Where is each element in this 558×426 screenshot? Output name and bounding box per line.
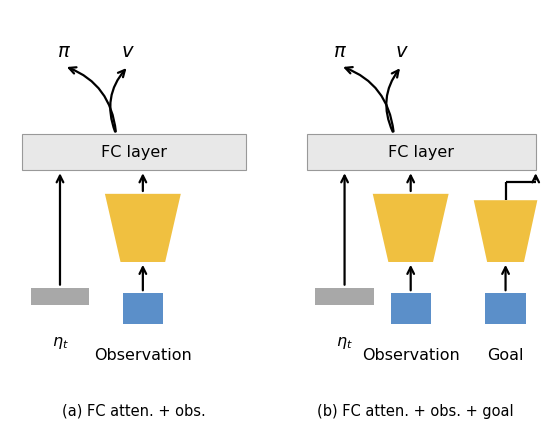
Text: Goal: Goal <box>487 348 524 363</box>
Bar <box>315 288 374 305</box>
Text: (a) FC atten. + obs.: (a) FC atten. + obs. <box>62 403 206 419</box>
Bar <box>391 293 431 324</box>
Text: Observation: Observation <box>94 348 192 363</box>
Text: $\eta_t$: $\eta_t$ <box>52 335 69 351</box>
Text: $v$: $v$ <box>395 42 408 60</box>
Text: $\pi$: $\pi$ <box>57 42 71 60</box>
Polygon shape <box>373 194 449 262</box>
Bar <box>31 288 89 305</box>
Bar <box>22 134 246 170</box>
Text: (b) FC atten. + obs. + goal: (b) FC atten. + obs. + goal <box>318 403 514 419</box>
Text: $\pi$: $\pi$ <box>333 42 348 60</box>
Bar <box>485 293 526 324</box>
Text: Observation: Observation <box>362 348 460 363</box>
Text: $v$: $v$ <box>122 42 135 60</box>
Text: FC layer: FC layer <box>101 145 167 160</box>
Text: $\eta_t$: $\eta_t$ <box>336 335 353 351</box>
Bar <box>123 293 163 324</box>
Text: FC layer: FC layer <box>388 145 454 160</box>
Bar <box>307 134 536 170</box>
Polygon shape <box>105 194 181 262</box>
Polygon shape <box>474 200 537 262</box>
